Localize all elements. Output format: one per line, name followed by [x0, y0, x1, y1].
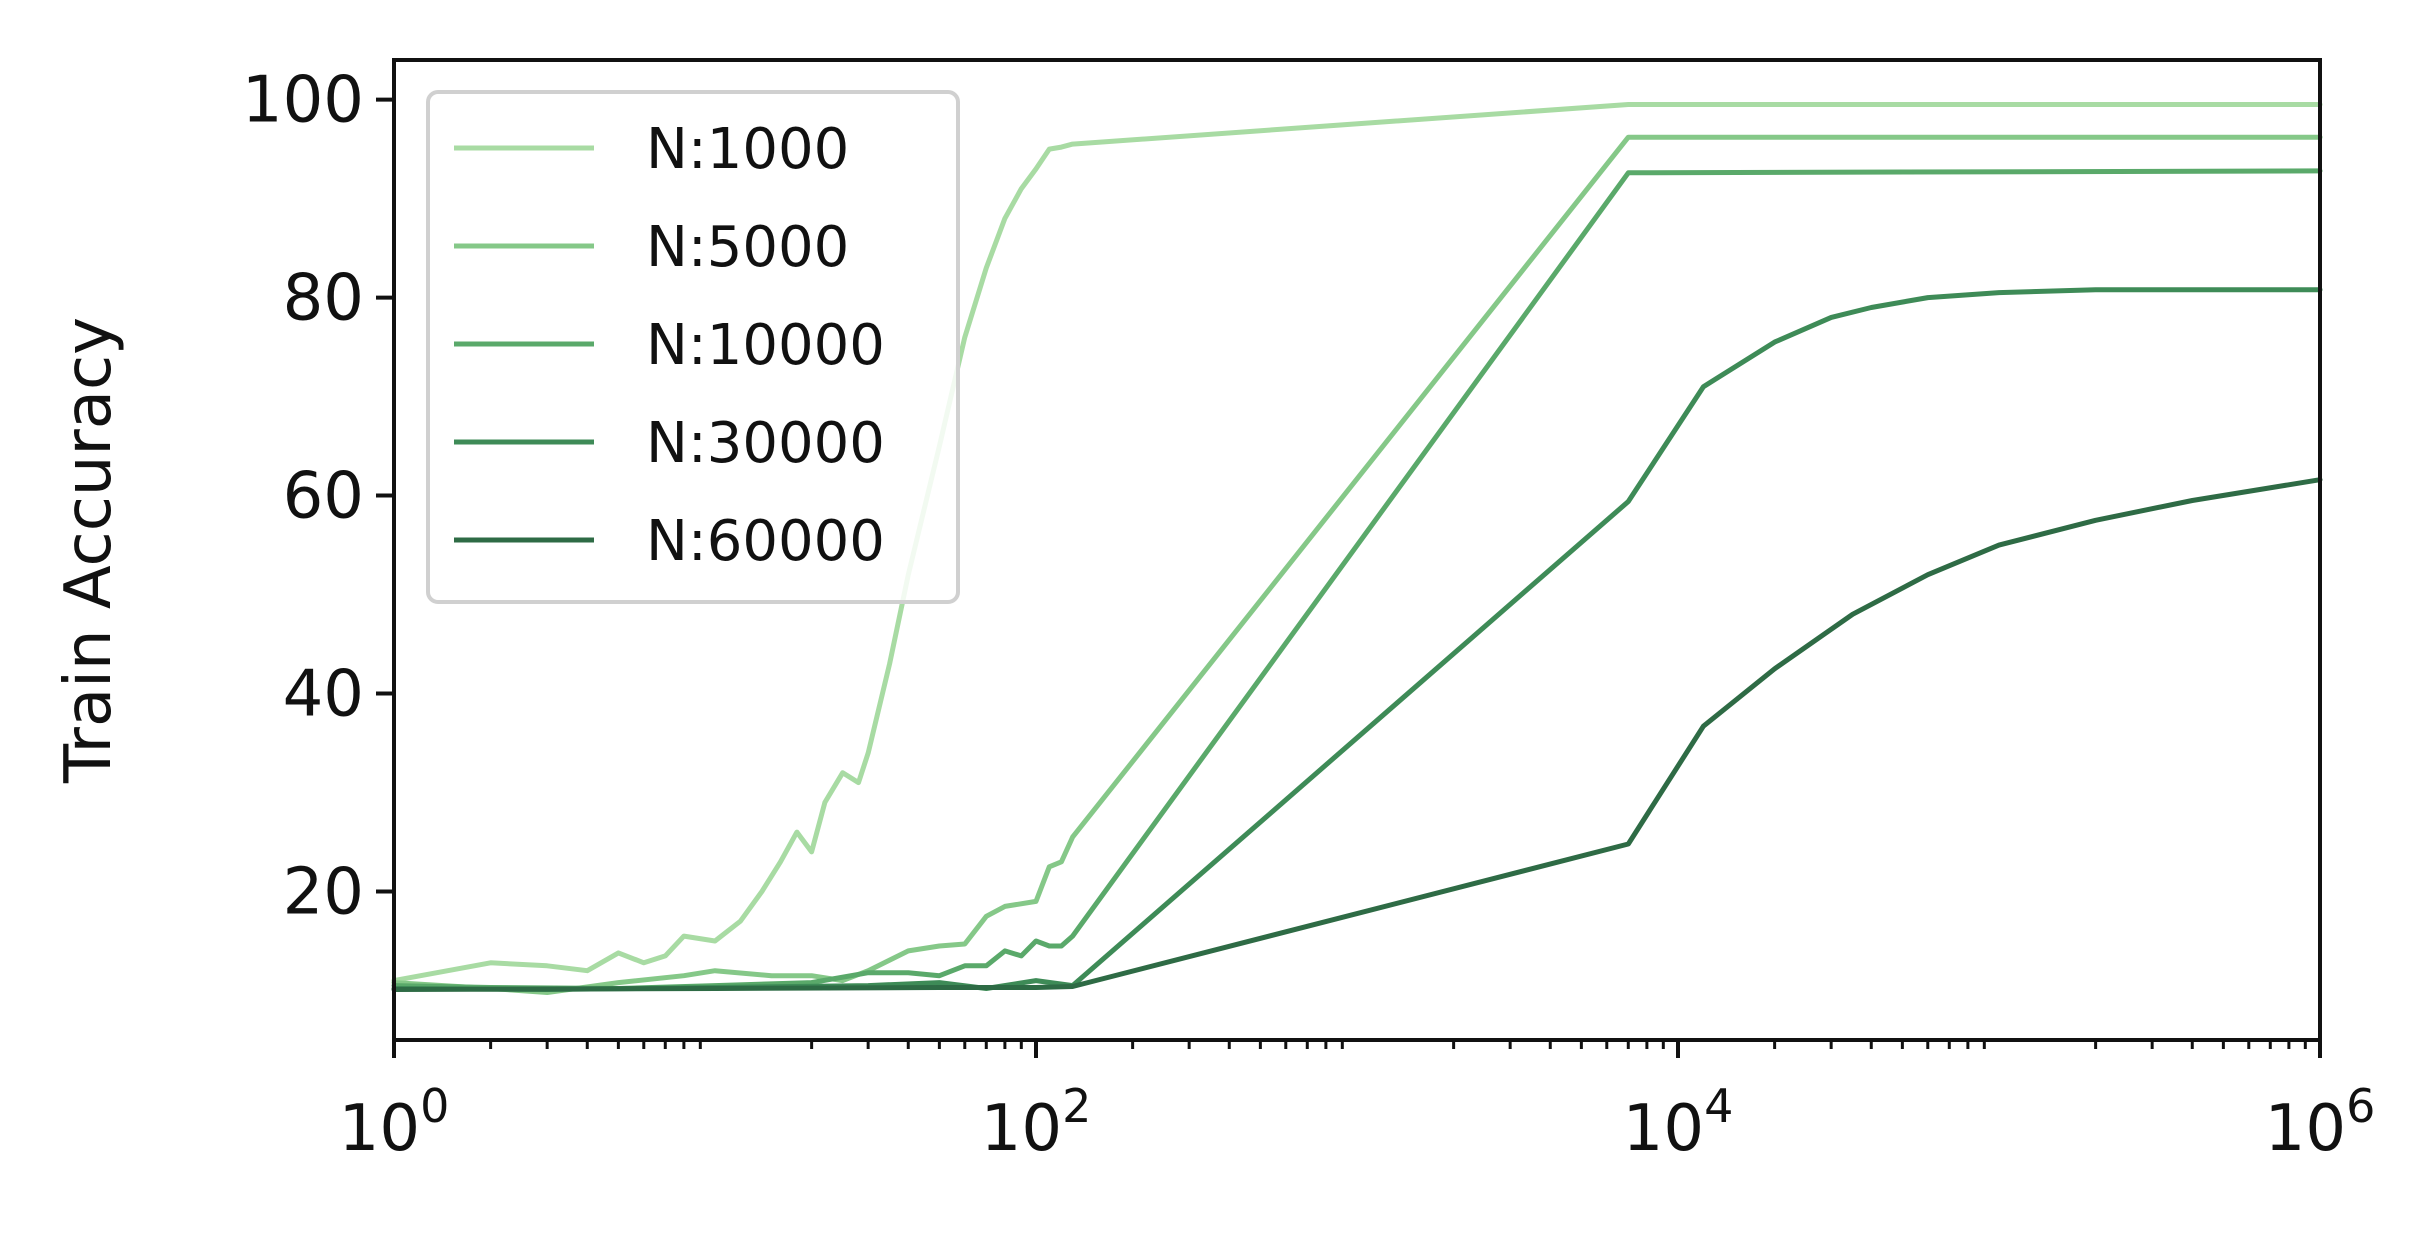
y-tick-label: 20: [283, 856, 364, 930]
x-tick-label: 102: [981, 1079, 1092, 1166]
x-tick-label: 104: [1623, 1079, 1734, 1166]
y-tick-label: 40: [283, 658, 364, 732]
series-line-2: [391, 134, 2323, 995]
x-tick-label: 100: [339, 1079, 450, 1166]
x-tick-label: 106: [2265, 1079, 2376, 1166]
legend-label-3: N:10000: [646, 313, 885, 378]
y-tick-label: 100: [242, 64, 364, 138]
legend-label-1: N:1000: [646, 117, 849, 182]
legend: N:1000 N:5000 N:10000 N:30000 N:60000: [426, 90, 960, 604]
legend-label-4: N:30000: [646, 411, 885, 476]
series-line-5: [391, 477, 2323, 992]
series-layer: [391, 102, 2323, 995]
legend-label-5: N:60000: [646, 509, 885, 574]
y-tick-label: 60: [283, 460, 364, 534]
series-line-1: [391, 102, 2323, 984]
y-tick-label: 80: [283, 262, 364, 336]
legend-box: [426, 90, 960, 604]
y-axis-title: Train Accuracy: [52, 317, 126, 784]
plot-frame: [392, 58, 2322, 1042]
legend-label-2: N:5000: [646, 215, 849, 280]
ticks-layer: 20 40 60 80 100 100 102 104 106: [242, 64, 2376, 1166]
